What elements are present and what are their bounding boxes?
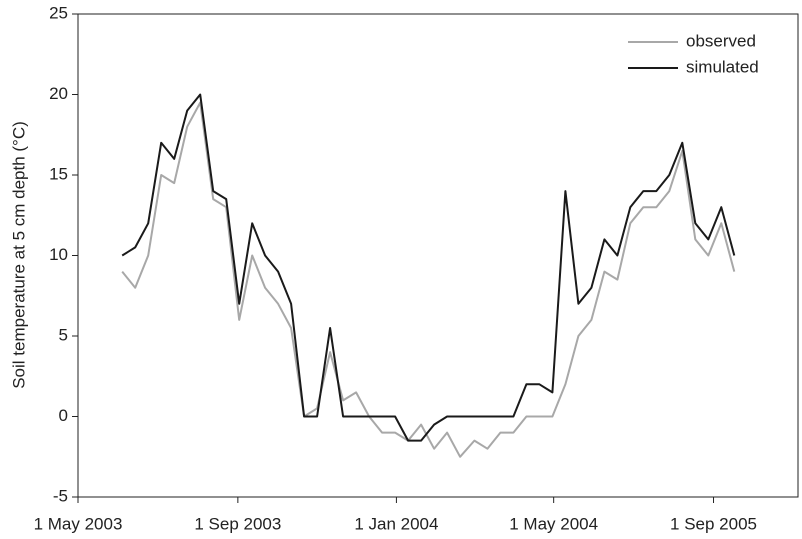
y-tick-label: 5 <box>59 325 68 344</box>
x-tick-label: 1 May 2003 <box>34 514 123 533</box>
data-line <box>121 101 736 458</box>
x-tick-label: 1 May 2004 <box>509 514 598 533</box>
y-axis-label: Soil temperature at 5 cm depth (°C) <box>9 121 28 389</box>
y-tick-label: 10 <box>49 245 68 264</box>
y-tick-label: 15 <box>49 164 68 183</box>
x-tick-label: 1 Jan 2004 <box>354 514 438 533</box>
legend-label: simulated <box>686 57 759 76</box>
y-tick-label: 0 <box>59 406 68 425</box>
y-tick-label: -5 <box>53 486 68 505</box>
x-tick-label: 1 Sep 2003 <box>194 514 281 533</box>
y-tick-label: 25 <box>49 3 68 22</box>
legend-label: observed <box>686 31 756 50</box>
y-tick-label: 20 <box>49 84 68 103</box>
data-line <box>121 93 736 442</box>
x-tick-label: 1 Sep 2005 <box>670 514 757 533</box>
plot-frame <box>77 13 799 498</box>
